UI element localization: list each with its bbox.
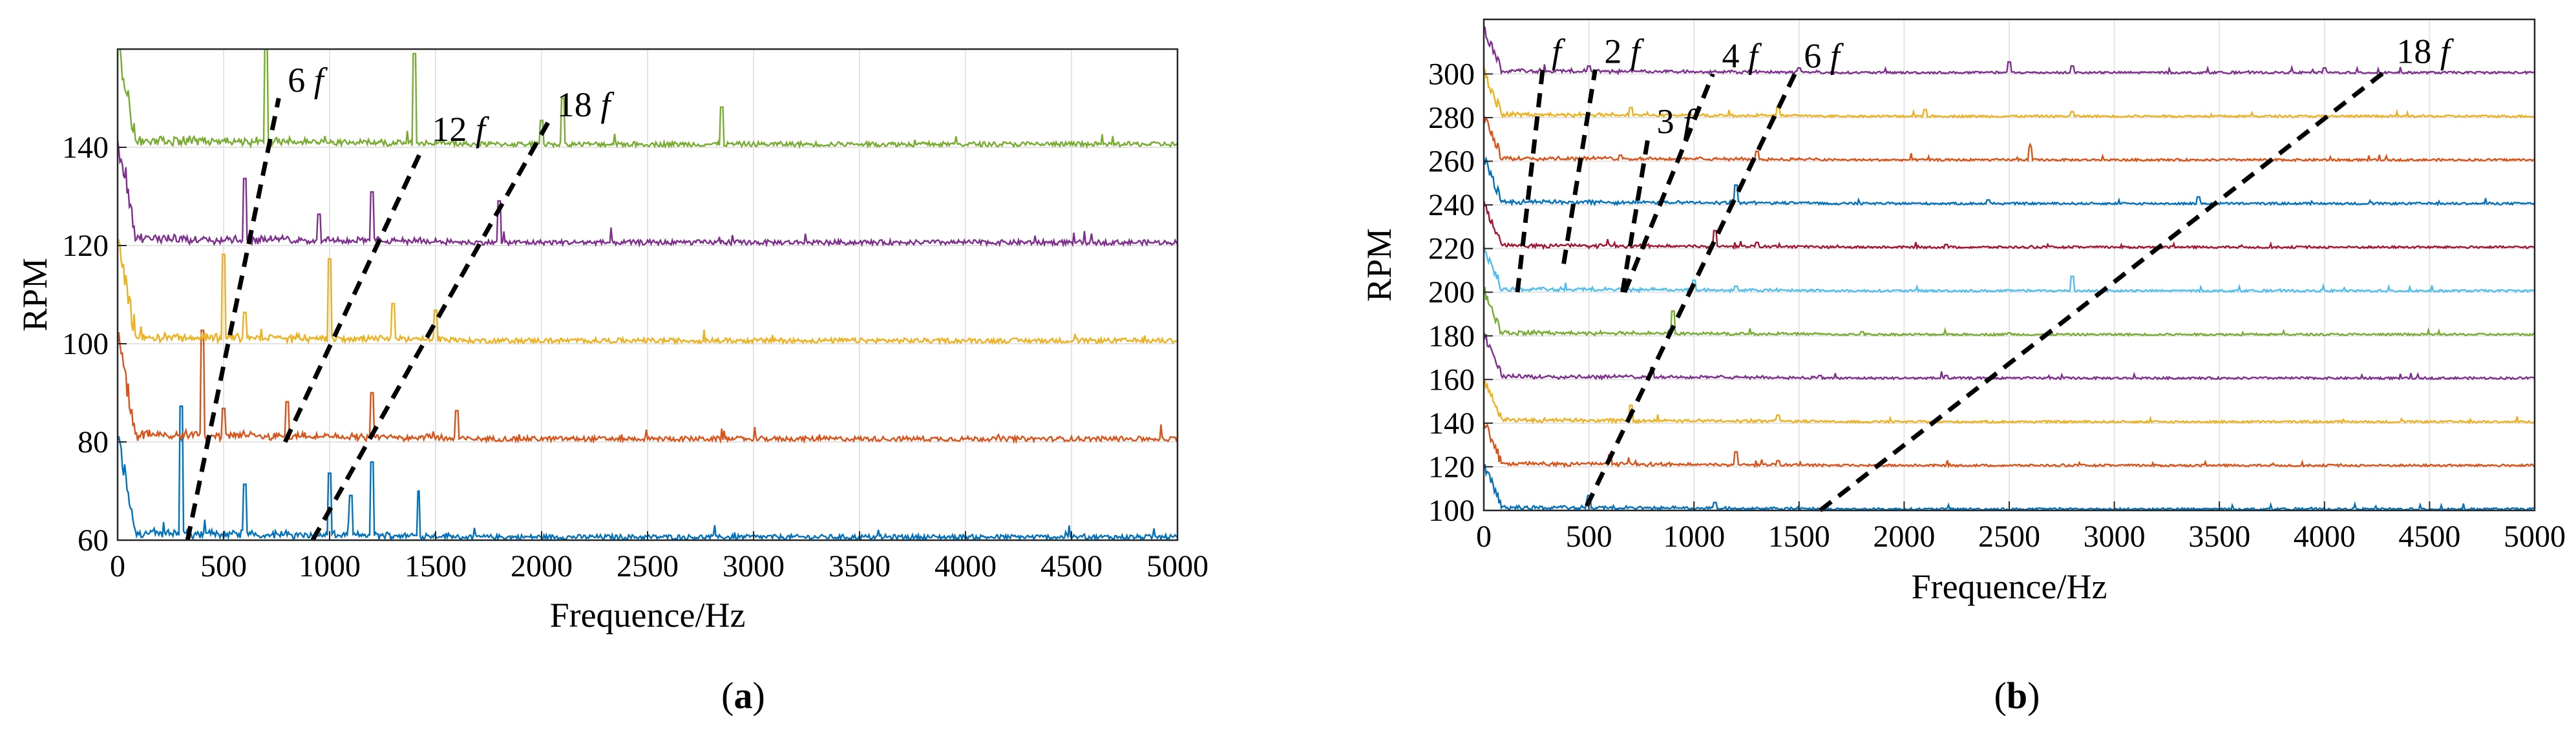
harmonic-label-number: 3: [1657, 102, 1684, 141]
series-group: [1484, 26, 2535, 510]
x-tick-label: 1000: [299, 549, 361, 583]
chart-a: 6 f 12 f 18 f 0 500 1000 1500 2000 2500 3000 3500 4…: [16, 48, 1209, 717]
y-tick-label: 300: [1428, 57, 1475, 91]
series-trace-260: [1484, 114, 2535, 163]
harmonic-line: [1622, 73, 1715, 293]
series-group: [118, 49, 1177, 540]
y-tick-label: 240: [1428, 188, 1475, 222]
harmonic-label-number: 12: [432, 110, 476, 149]
y-tick-label: 140: [62, 131, 109, 165]
harmonic-line: [1620, 139, 1651, 293]
x-axis-label: Frequence/Hz: [550, 596, 746, 634]
harmonic-label: 18 f: [2396, 32, 2455, 71]
x-tick-label: 1000: [1663, 519, 1725, 554]
series-trace-220: [1484, 200, 2535, 251]
x-tick-label: 4500: [1040, 549, 1103, 583]
caption-open: (: [1994, 675, 2007, 717]
harmonic-label: 4 f: [1722, 36, 1762, 75]
y-tick-label: 160: [1428, 362, 1475, 397]
y-tick-label: 80: [78, 425, 109, 459]
y-tick-label: 60: [78, 523, 109, 558]
x-tick-label: 4000: [2294, 519, 2356, 554]
caption-close: ): [2027, 675, 2040, 717]
x-tick-label: 4000: [934, 549, 997, 583]
harmonic-label-number: 2: [1604, 32, 1631, 71]
series-trace-120: [1484, 421, 2535, 468]
y-tick-label: 120: [62, 229, 109, 263]
panel-caption: (b): [1994, 675, 2040, 717]
x-tick-label: 1500: [405, 549, 467, 583]
caption-letter: a: [734, 675, 753, 717]
y-tick-label: 260: [1428, 145, 1475, 179]
x-tick-label: 3000: [2084, 519, 2146, 554]
caption-open: (: [721, 675, 734, 717]
harmonic-line: [1585, 72, 1797, 507]
y-tick-label: 100: [1428, 494, 1475, 528]
series-trace-200: [1484, 243, 2535, 294]
series-trace-140: [119, 49, 1177, 150]
x-tick-label: 3500: [2188, 519, 2250, 554]
x-tick-label: 3500: [829, 549, 891, 583]
y-tick-label: 220: [1428, 232, 1475, 266]
x-tick-label: 500: [200, 549, 247, 583]
y-tick-label: 140: [1428, 406, 1475, 441]
x-tick-label: 5000: [2504, 519, 2566, 554]
harmonic-label-number: 6: [1804, 36, 1830, 75]
y-tick-label: 180: [1428, 319, 1475, 353]
series-trace-80: [118, 330, 1177, 445]
x-tick-label: 2000: [1873, 519, 1935, 554]
harmonic-line: [1515, 69, 1545, 293]
x-tick-label: 500: [1566, 519, 1612, 554]
harmonic-line: [1561, 69, 1598, 264]
y-tick-label: 100: [62, 327, 109, 361]
series-trace-100: [118, 238, 1177, 346]
harmonic-label-number: 6: [288, 61, 314, 100]
x-tick-label: 2000: [511, 549, 573, 583]
harmonic-label: 6 f: [1804, 36, 1844, 75]
caption-letter: b: [2007, 675, 2027, 717]
x-tick-label: 3000: [723, 549, 785, 583]
harmonic-label: 18 f: [557, 85, 615, 124]
x-axis-label: Frequence/Hz: [1912, 567, 2107, 606]
y-tick-label: 200: [1428, 275, 1475, 309]
harmonic-line: [1819, 67, 2389, 512]
panel-caption: (a): [721, 675, 765, 717]
series-trace-120: [118, 140, 1177, 248]
harmonic-label-number: 4: [1722, 36, 1748, 75]
x-tick-label: 1500: [1768, 519, 1830, 554]
caption-close: ): [753, 675, 765, 717]
harmonic-label: 3 f: [1657, 102, 1698, 141]
x-tick-label: 0: [1476, 519, 1492, 554]
x-tick-label: 5000: [1146, 549, 1209, 583]
x-tick-label: 2500: [617, 549, 679, 583]
harmonic-label-number: 18: [2396, 32, 2440, 71]
y-axis-label: RPM: [1360, 228, 1399, 302]
y-tick-label: 120: [1428, 450, 1475, 484]
harmonic-line: [185, 98, 281, 541]
y-axis-label: RPM: [16, 258, 54, 331]
harmonic-label: 6 f: [288, 61, 328, 100]
x-tick-label: 2500: [1978, 519, 2040, 554]
harmonic-label: 12 f: [432, 110, 490, 149]
series-trace-300: [1484, 26, 2535, 76]
harmonic-label-number: 18: [557, 85, 601, 124]
series-trace-180: [1484, 286, 2535, 337]
harmonic-line: [282, 146, 425, 443]
y-tick-label: 280: [1428, 101, 1475, 135]
harmonic-line: [310, 121, 550, 541]
series-trace-160: [1484, 331, 2535, 381]
harmonic-label: 2 f: [1604, 32, 1645, 71]
series-trace-280: [1484, 66, 2535, 120]
x-tick-label: 4500: [2398, 519, 2460, 554]
series-trace-140: [1484, 378, 2535, 425]
x-tick-label: 0: [110, 549, 125, 583]
